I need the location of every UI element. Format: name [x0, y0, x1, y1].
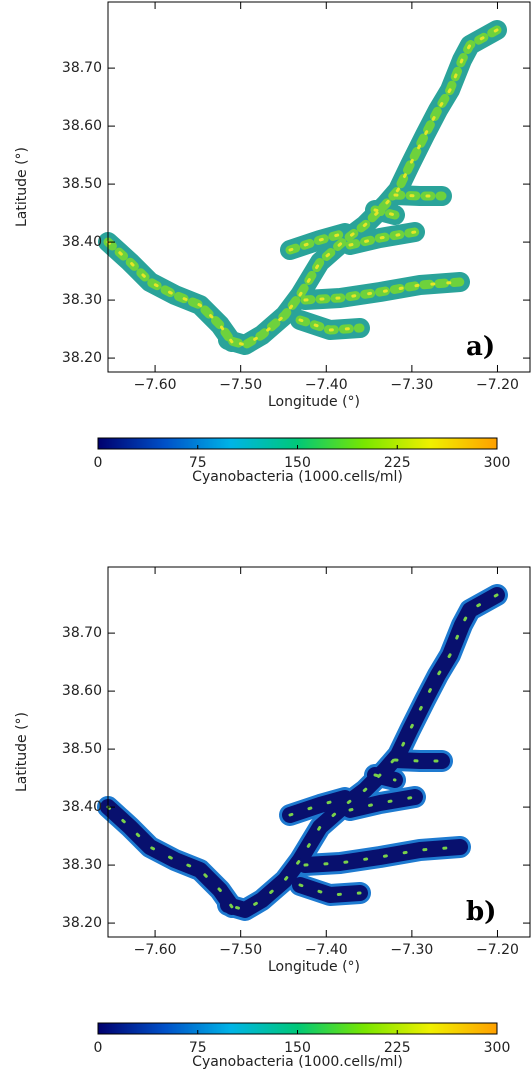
colorbar-tick-label: 75 [189, 455, 207, 471]
y-tick-label: 38.40 [62, 799, 102, 815]
colorbar-tick-label: 225 [384, 1040, 411, 1056]
x-tick-label: −7.20 [476, 377, 519, 393]
panel-label: a) [466, 332, 495, 362]
x-tick-label: −7.30 [390, 377, 433, 393]
colorbar-label: Cyanobacteria (1000.cells/ml) [192, 469, 403, 485]
y-tick-label: 38.20 [62, 915, 102, 931]
colorbar-tick-label: 0 [94, 455, 103, 471]
x-tick-label: −7.40 [305, 942, 348, 958]
y-tick-label: 38.50 [62, 176, 102, 192]
x-tick-label: −7.20 [476, 942, 519, 958]
x-tick-label: −7.60 [134, 377, 177, 393]
colorbar-tick-label: 300 [484, 455, 511, 471]
y-axis-label: Latitude (°) [14, 712, 30, 792]
colorbar-tick-label: 150 [284, 1040, 311, 1056]
x-tick-label: −7.40 [305, 377, 348, 393]
plot-frame [107, 1, 531, 373]
colorbar-tick-label: 75 [189, 1040, 207, 1056]
colorbar-label: Cyanobacteria (1000.cells/ml) [192, 1054, 403, 1070]
x-tick-label: −7.60 [134, 942, 177, 958]
x-axis-label: Longitude (°) [268, 959, 360, 975]
y-tick-label: 38.30 [62, 292, 102, 308]
x-tick-label: −7.30 [390, 942, 433, 958]
y-tick-label: 38.30 [62, 857, 102, 873]
plot-frame [107, 566, 531, 938]
map-a [108, 30, 497, 345]
y-tick-label: 38.70 [62, 625, 102, 641]
x-axis-label: Longitude (°) [268, 394, 360, 410]
colorbar-tick-label: 150 [284, 455, 311, 471]
y-tick-label: 38.60 [62, 118, 102, 134]
colorbar-tick-label: 225 [384, 455, 411, 471]
y-tick-label: 38.70 [62, 60, 102, 76]
x-tick-label: −7.50 [219, 377, 262, 393]
y-tick-label: 38.50 [62, 741, 102, 757]
y-tick-label: 38.20 [62, 350, 102, 366]
y-tick-label: 38.60 [62, 683, 102, 699]
y-axis-label: Latitude (°) [14, 147, 30, 227]
panel-label: b) [466, 897, 496, 927]
y-tick-label: 38.40 [62, 234, 102, 250]
colorbar-tick-label: 300 [484, 1040, 511, 1056]
x-tick-label: −7.50 [219, 942, 262, 958]
map-b [108, 595, 497, 910]
colorbar-tick-label: 0 [94, 1040, 103, 1056]
